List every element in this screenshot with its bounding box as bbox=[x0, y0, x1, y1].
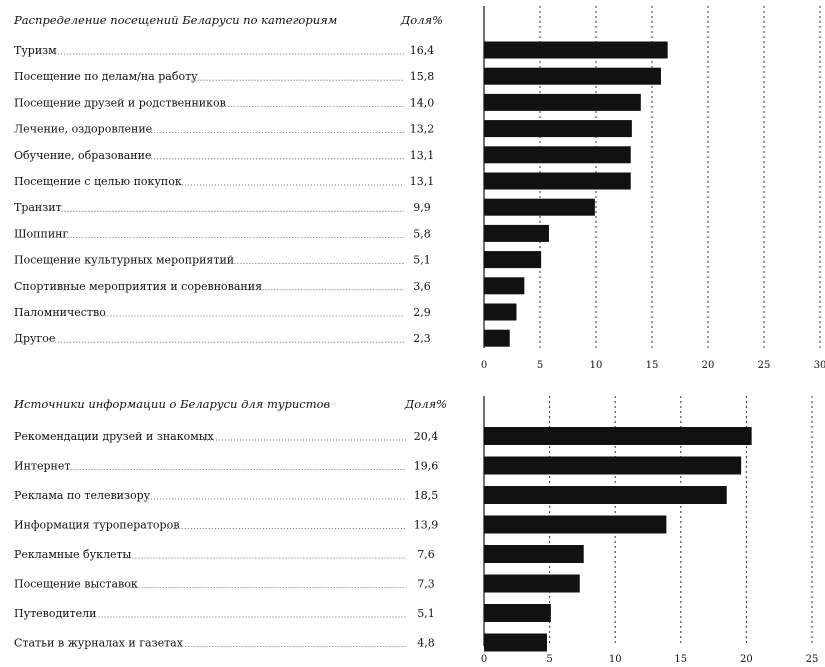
x-tick-label: 15 bbox=[646, 360, 659, 371]
category-label: Посещение с целью покупок bbox=[14, 175, 182, 188]
bar bbox=[484, 120, 632, 138]
value-label: 16,4 bbox=[410, 44, 435, 57]
value-label: 13,2 bbox=[410, 123, 435, 136]
x-tick-label: 5 bbox=[537, 360, 543, 371]
x-tick-label: 25 bbox=[758, 360, 771, 371]
bar bbox=[484, 41, 668, 59]
bar bbox=[484, 486, 727, 504]
value-label: 13,1 bbox=[410, 175, 435, 188]
x-tick-label: 10 bbox=[590, 360, 603, 371]
bar bbox=[484, 574, 580, 593]
category-label: Посещение по делам/на работу bbox=[14, 70, 198, 83]
category-label: Интернет bbox=[14, 460, 71, 473]
category-label: Путеводители bbox=[14, 607, 97, 620]
category-label: Информация туроператоров bbox=[14, 519, 179, 532]
value-label: 20,4 bbox=[414, 430, 439, 443]
x-tick-label: 10 bbox=[609, 654, 622, 665]
value-label: 13,1 bbox=[410, 149, 435, 162]
category-label: Туризм bbox=[14, 44, 57, 57]
category-label: Шоппинг bbox=[14, 227, 69, 240]
category-label: Статьи в журналах и газетах bbox=[14, 637, 184, 650]
bar bbox=[484, 303, 517, 321]
chart-sources: Источники информации о Беларуси для тури… bbox=[13, 396, 818, 665]
header-value: Доля% bbox=[400, 13, 443, 27]
category-label: Посещение культурных мероприятий bbox=[14, 254, 234, 267]
value-label: 3,6 bbox=[413, 280, 431, 293]
x-tick-label: 15 bbox=[674, 654, 687, 665]
value-label: 5,1 bbox=[417, 607, 435, 620]
header-label: Распределение посещений Беларуси по кате… bbox=[13, 13, 337, 27]
x-tick-label: 25 bbox=[806, 654, 819, 665]
category-label: Транзит bbox=[14, 201, 62, 214]
value-label: 15,8 bbox=[410, 70, 435, 83]
x-tick-label: 5 bbox=[546, 654, 552, 665]
bar bbox=[484, 198, 595, 216]
x-tick-label: 30 bbox=[814, 360, 825, 371]
category-label: Другое bbox=[14, 332, 55, 345]
bar bbox=[484, 146, 631, 164]
bar bbox=[484, 329, 510, 347]
category-label: Обучение, образование bbox=[14, 149, 151, 162]
bar bbox=[484, 633, 547, 652]
bar bbox=[484, 67, 661, 85]
bar bbox=[484, 456, 742, 475]
category-label: Паломничество bbox=[14, 306, 106, 319]
value-label: 2,3 bbox=[413, 332, 431, 345]
category-label: Посещение выставок bbox=[14, 578, 138, 591]
bar bbox=[484, 224, 549, 242]
header-label: Источники информации о Беларуси для тури… bbox=[13, 397, 331, 411]
bar bbox=[484, 93, 641, 111]
bar bbox=[484, 515, 667, 534]
value-label: 19,6 bbox=[414, 460, 439, 473]
x-tick-label: 20 bbox=[702, 360, 715, 371]
header-value: Доля% bbox=[404, 397, 447, 411]
x-tick-label: 20 bbox=[740, 654, 753, 665]
bar bbox=[484, 604, 551, 622]
value-label: 13,9 bbox=[414, 519, 439, 532]
bar bbox=[484, 545, 584, 563]
category-label: Посещение друзей и родственников bbox=[14, 96, 226, 109]
value-label: 2,9 bbox=[413, 306, 431, 319]
category-label: Рекламные буклеты bbox=[14, 548, 132, 561]
value-label: 18,5 bbox=[414, 489, 439, 502]
bar bbox=[484, 172, 631, 190]
x-tick-label: 0 bbox=[481, 360, 487, 371]
bar bbox=[484, 277, 525, 295]
category-label: Реклама по телевизору bbox=[14, 489, 151, 502]
category-label: Спортивные мероприятия и соревнования bbox=[14, 280, 262, 293]
category-label: Рекомендации друзей и знакомых bbox=[14, 430, 215, 443]
value-label: 5,8 bbox=[413, 227, 431, 240]
bar bbox=[484, 251, 542, 269]
value-label: 7,3 bbox=[417, 578, 435, 591]
category-label: Лечение, оздоровление bbox=[14, 123, 152, 136]
chart-purposes: Распределение посещений Беларуси по кате… bbox=[13, 6, 825, 371]
value-label: 9,9 bbox=[413, 201, 431, 214]
value-label: 4,8 bbox=[417, 637, 435, 650]
value-label: 5,1 bbox=[413, 254, 431, 267]
value-label: 7,6 bbox=[417, 548, 435, 561]
value-label: 14,0 bbox=[410, 96, 435, 109]
bar bbox=[484, 427, 752, 445]
x-tick-label: 0 bbox=[481, 654, 487, 665]
